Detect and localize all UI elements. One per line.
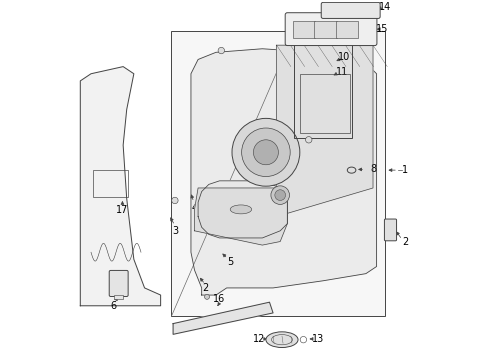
Bar xyxy=(292,21,315,38)
Circle shape xyxy=(231,118,299,186)
Ellipse shape xyxy=(230,205,251,214)
Text: 13: 13 xyxy=(312,334,324,344)
FancyBboxPatch shape xyxy=(285,13,376,46)
Circle shape xyxy=(218,48,224,54)
Circle shape xyxy=(274,190,285,201)
Circle shape xyxy=(305,136,311,143)
Bar xyxy=(93,170,128,197)
Polygon shape xyxy=(198,181,287,238)
Text: 2: 2 xyxy=(202,283,208,293)
FancyBboxPatch shape xyxy=(384,219,396,241)
Text: 9: 9 xyxy=(286,27,293,37)
Polygon shape xyxy=(173,302,272,334)
Ellipse shape xyxy=(265,332,297,347)
Text: 16: 16 xyxy=(213,294,225,304)
Circle shape xyxy=(171,197,178,204)
Bar xyxy=(294,38,351,138)
Text: 14: 14 xyxy=(379,2,391,12)
Text: 12: 12 xyxy=(253,334,265,344)
Text: 1: 1 xyxy=(401,165,407,175)
Text: 2: 2 xyxy=(401,237,407,247)
Polygon shape xyxy=(276,45,372,216)
Bar xyxy=(313,21,336,38)
Text: 8: 8 xyxy=(369,165,375,174)
Text: 17: 17 xyxy=(116,206,128,216)
Bar xyxy=(114,295,123,300)
Text: 6: 6 xyxy=(110,301,116,311)
Polygon shape xyxy=(194,188,287,245)
Text: 10: 10 xyxy=(338,52,350,62)
Circle shape xyxy=(270,186,289,204)
FancyBboxPatch shape xyxy=(109,270,128,297)
Bar xyxy=(171,31,385,316)
Polygon shape xyxy=(80,67,160,306)
Bar xyxy=(335,21,358,38)
Text: 4: 4 xyxy=(191,203,197,213)
Polygon shape xyxy=(191,49,376,295)
Circle shape xyxy=(204,294,209,300)
FancyBboxPatch shape xyxy=(321,3,379,18)
Circle shape xyxy=(253,140,278,165)
Bar xyxy=(299,74,349,132)
Circle shape xyxy=(241,128,289,176)
Text: 15: 15 xyxy=(376,24,388,34)
Text: 3: 3 xyxy=(171,226,178,236)
Text: 11: 11 xyxy=(335,67,347,77)
Text: 7: 7 xyxy=(257,129,263,138)
Text: 5: 5 xyxy=(226,257,233,267)
